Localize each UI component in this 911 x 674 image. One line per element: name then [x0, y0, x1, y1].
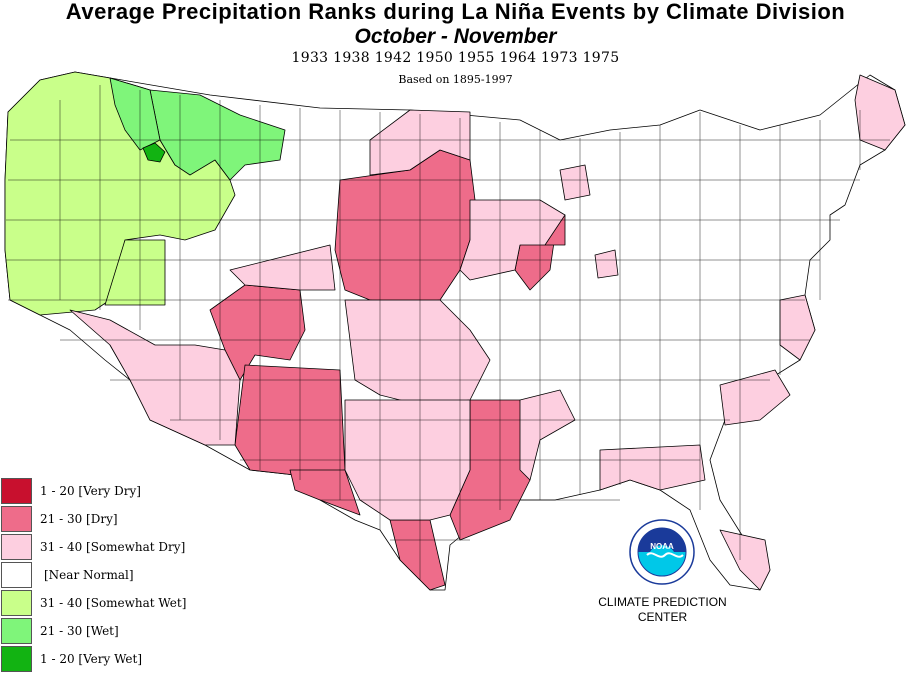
region-wet-idaho-montana	[149, 89, 286, 181]
legend-swatch	[1, 478, 32, 504]
legend-label: 1 - 20 [Very Dry]	[40, 484, 141, 498]
legend-label: [Near Normal]	[44, 568, 134, 582]
legend-swatch	[1, 590, 32, 616]
credit-line-2: CENTER	[637, 610, 688, 624]
credit-line-1: CLIMATE PREDICTION	[598, 595, 727, 609]
region-somewhat-dry-gulf	[599, 444, 706, 491]
region-somewhat-wet-utah	[104, 239, 166, 306]
region-somewhat-dry-colorado	[229, 244, 336, 291]
legend-swatch	[1, 646, 32, 672]
base-period: Based on 1895-1997	[398, 73, 513, 86]
legend-label: 31 - 40 [Somewhat Dry]	[40, 540, 186, 554]
legend-label: 21 - 30 [Wet]	[40, 624, 119, 638]
legend-label: 21 - 30 [Dry]	[40, 512, 118, 526]
noaa-logo-text: NOAA	[650, 542, 674, 551]
la-nina-years: 1933 1938 1942 1950 1955 1964 1973 1975	[291, 50, 620, 66]
region-somewhat-dry-ohio	[594, 249, 619, 279]
region-somewhat-dry-maine	[854, 74, 906, 151]
us-climate-division-map	[4, 71, 906, 591]
credit-block: CLIMATE PREDICTION CENTER	[585, 595, 740, 625]
noaa-logo: NOAA	[629, 519, 695, 585]
legend-label: 31 - 40 [Somewhat Wet]	[40, 596, 187, 610]
region-very-wet-idaho	[142, 142, 166, 163]
legend-swatch	[1, 618, 32, 644]
legend-swatch	[1, 534, 32, 560]
legend-swatch	[1, 506, 32, 532]
region-somewhat-dry-carolinas	[719, 369, 791, 426]
region-somewhat-dry-florida	[719, 529, 771, 591]
region-somewhat-dry-michigan	[559, 164, 591, 201]
legend-label: 1 - 20 [Very Wet]	[40, 652, 143, 666]
map-subtitle: October - November	[354, 25, 557, 48]
map-title: Average Precipitation Ranks during La Ni…	[65, 0, 846, 24]
legend-swatch	[1, 562, 32, 588]
region-dry-west-texas	[289, 469, 361, 516]
